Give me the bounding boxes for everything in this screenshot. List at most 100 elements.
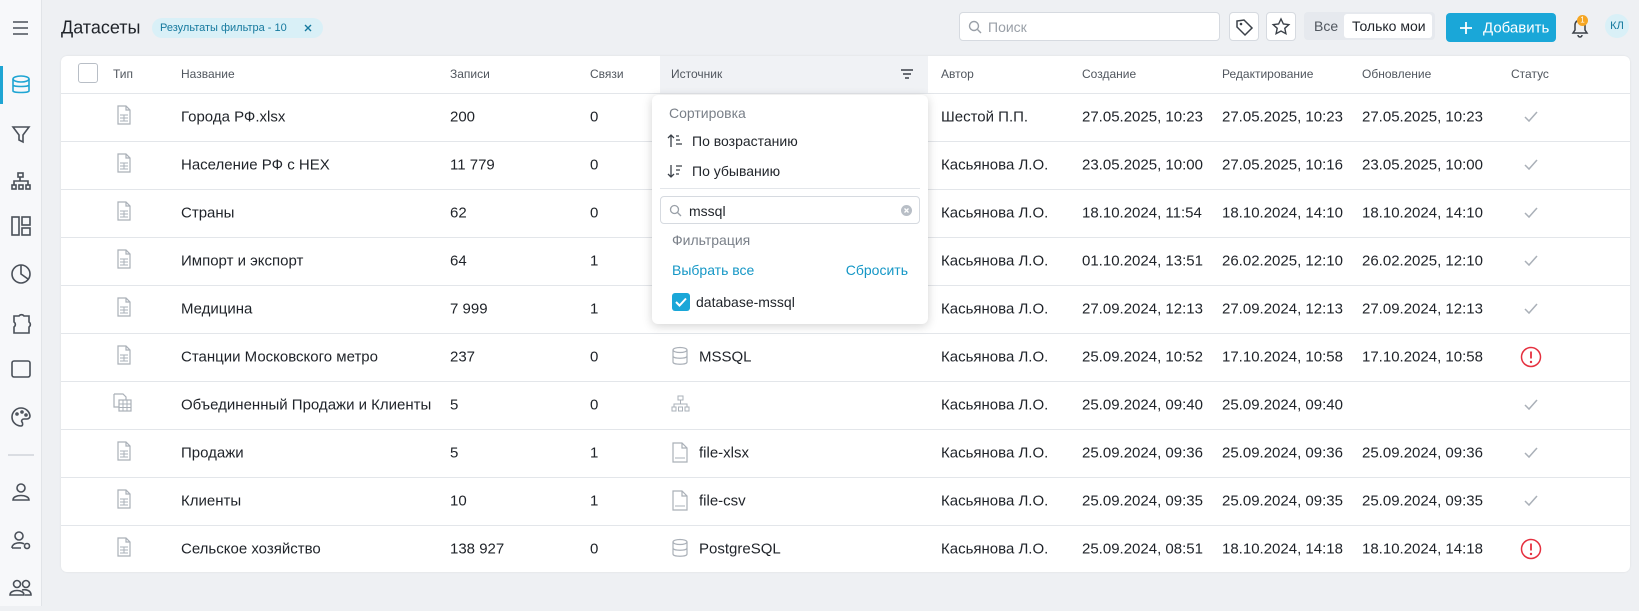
- select-all[interactable]: Выбрать все: [672, 262, 755, 278]
- status-ok: [1524, 159, 1538, 171]
- table-row[interactable]: Станции Московского метро 237 0 MSSQL Касьян…: [61, 333, 1630, 381]
- filter-chip[interactable]: Результаты фильтра - 10: [152, 18, 323, 38]
- tag-button[interactable]: [1229, 12, 1259, 41]
- user-settings-icon[interactable]: [11, 531, 31, 550]
- table-row[interactable]: Население РФ с HEX 11 779 0 Касьянова Л.О. 2…: [61, 141, 1630, 189]
- favorite-button[interactable]: [1266, 12, 1296, 41]
- users-icon[interactable]: [9, 579, 32, 596]
- owner-toggle: Все Только мои: [1304, 12, 1435, 40]
- reset[interactable]: Сбросить: [845, 262, 908, 278]
- updated: 27.09.2024, 12:13: [1362, 300, 1483, 318]
- dropdown-search-value: mssql: [689, 203, 726, 219]
- chip-close[interactable]: [303, 23, 313, 33]
- status-ok: [1524, 399, 1538, 411]
- table-row[interactable]: Медицина 7 999 1 Касьянова Л.О. 27.09.2024, …: [61, 285, 1630, 333]
- dataset-name: Население РФ с HEX: [181, 156, 330, 174]
- row-line: [61, 477, 1630, 478]
- author: Касьянова Л.О.: [941, 252, 1049, 270]
- dataset-name: Объединенный Продажи и Клиенты: [181, 396, 432, 414]
- column-header: Записи: [450, 67, 490, 81]
- table-row[interactable]: Объединенный Продажи и Клиенты 5 0 Касьянов…: [61, 381, 1630, 429]
- search-placeholder: Поиск: [988, 19, 1027, 35]
- created: 25.09.2024, 09:36: [1082, 444, 1203, 462]
- links: 0: [590, 396, 599, 414]
- search-box[interactable]: Поиск: [959, 12, 1220, 41]
- status-ok: [1524, 255, 1538, 267]
- column-header: Связи: [590, 67, 624, 81]
- edited: 26.02.2025, 12:10: [1222, 252, 1343, 270]
- merged-dataset-icon: [113, 393, 132, 412]
- sort-asc-icon: [667, 134, 682, 147]
- sort-asc[interactable]: По возрастанию: [692, 133, 798, 149]
- source: file-csv: [699, 492, 746, 510]
- filter-option[interactable]: database-mssql: [696, 294, 795, 310]
- file-dataset-icon: [117, 489, 131, 509]
- links: 0: [590, 204, 599, 222]
- sidebar: [0, 0, 42, 606]
- created: 25.09.2024, 10:52: [1082, 348, 1203, 366]
- select-all-checkbox[interactable]: [78, 63, 98, 83]
- sort-desc[interactable]: По убыванию: [692, 163, 781, 179]
- author: Касьянова Л.О.: [941, 492, 1049, 510]
- status-ok: [1524, 111, 1538, 123]
- author: Касьянова Л.О.: [941, 348, 1049, 366]
- records: 10: [450, 492, 467, 510]
- links: 1: [590, 300, 599, 318]
- table-row[interactable]: Города РФ.xlsx 200 0 Шестой П.П. 27.05.2025,…: [61, 93, 1630, 141]
- clear-search[interactable]: [900, 204, 913, 217]
- toggle-active[interactable]: Только мои: [1344, 14, 1432, 38]
- table-row[interactable]: Страны 62 0 Касьянова Л.О. 18.10.2024, 11:54…: [61, 189, 1630, 237]
- user-icon[interactable]: [12, 483, 30, 501]
- column-header: Источник: [671, 67, 723, 81]
- toggle-mine: Только мои: [1352, 18, 1426, 34]
- records: 5: [450, 396, 459, 414]
- dataset-name: Клиенты: [181, 492, 242, 510]
- records: 62: [450, 204, 467, 222]
- updated: 25.09.2024, 09:36: [1362, 444, 1483, 462]
- records: 7 999: [450, 300, 488, 318]
- puzzle-icon[interactable]: [13, 313, 32, 334]
- datasets-icon[interactable]: [12, 75, 30, 94]
- row-line: [61, 333, 1630, 334]
- updated: 23.05.2025, 10:00: [1362, 156, 1483, 174]
- palette-icon[interactable]: [11, 407, 31, 427]
- pie-icon[interactable]: [11, 264, 31, 284]
- table-row[interactable]: Сельское хозяйство 138 927 0 PostgreSQL Кась…: [61, 525, 1630, 573]
- author: Касьянова Л.О.: [941, 300, 1049, 318]
- source: MSSQL: [699, 348, 752, 366]
- filter-icon[interactable]: [11, 126, 31, 144]
- tree-icon[interactable]: [11, 172, 31, 190]
- layout-icon[interactable]: [11, 216, 31, 236]
- status-ok: [1524, 447, 1538, 459]
- source-icon: [672, 538, 688, 557]
- column-filter-icon[interactable]: [900, 67, 914, 81]
- created: 01.10.2024, 13:51: [1082, 252, 1203, 270]
- add-button[interactable]: Добавить: [1446, 13, 1556, 42]
- avatar[interactable]: КЛ: [1605, 14, 1629, 38]
- filter-chip-text: Результаты фильтра - 10: [160, 22, 287, 34]
- created: 25.09.2024, 09:35: [1082, 492, 1203, 510]
- links: 1: [590, 492, 599, 510]
- filter-title: Фильтрация: [672, 232, 751, 248]
- header-line: [61, 93, 1630, 94]
- edited: 25.09.2024, 09:36: [1222, 444, 1343, 462]
- toggle-all[interactable]: Все: [1314, 18, 1339, 34]
- option-checkbox: [672, 293, 690, 311]
- plus-icon: [1460, 22, 1472, 34]
- star-icon: [1271, 17, 1291, 36]
- dropdown-search[interactable]: mssql: [660, 196, 920, 224]
- svg-icon[interactable]: [11, 360, 31, 378]
- table-row[interactable]: Продажи 5 1 file-xlsx Касьянова Л.О. 25.09.20…: [61, 429, 1630, 477]
- table-row[interactable]: Импорт и экспорт 64 1 Касьянова Л.О. 01.10.2…: [61, 237, 1630, 285]
- created: 25.09.2024, 08:51: [1082, 540, 1203, 558]
- column-header: Обновление: [1362, 67, 1432, 81]
- edited: 25.09.2024, 09:35: [1222, 492, 1343, 510]
- records: 5: [450, 444, 459, 462]
- file-dataset-icon: [117, 297, 131, 317]
- table-row[interactable]: Клиенты 10 1 file-csv Касьянова Л.О. 25.09.20…: [61, 477, 1630, 525]
- updated: 26.02.2025, 12:10: [1362, 252, 1483, 270]
- author: Касьянова Л.О.: [941, 444, 1049, 462]
- menu-icon[interactable]: [13, 21, 28, 35]
- dataset-name: Импорт и экспорт: [181, 252, 304, 270]
- column-header: Название: [181, 67, 235, 81]
